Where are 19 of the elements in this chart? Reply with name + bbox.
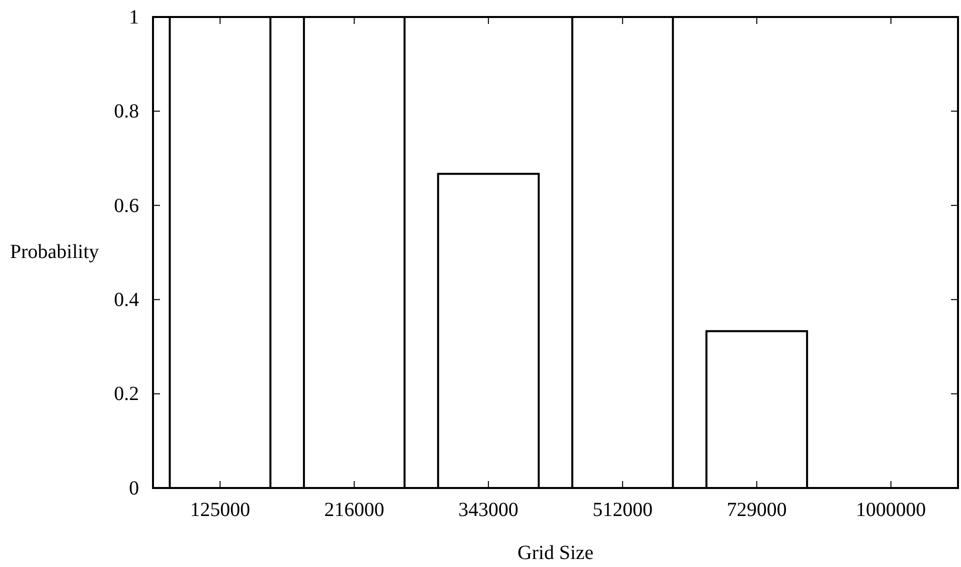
bar	[437, 172, 540, 489]
bar	[302, 16, 406, 489]
x-tick-label: 512000	[592, 499, 653, 522]
y-tick-label: 0.6	[114, 194, 139, 217]
bar	[705, 330, 808, 489]
x-tick-label: 125000	[190, 499, 250, 522]
x-axis-title: Grid Size	[517, 542, 594, 564]
bar	[168, 16, 272, 489]
y-tick-label: 0	[129, 477, 139, 500]
y-tick-label: 1	[129, 6, 139, 28]
x-tick-label: 729000	[726, 499, 787, 522]
y-axis-title: Probability	[10, 241, 99, 263]
x-tick-label: 1000000	[856, 499, 926, 522]
y-tick-label: 0.4	[114, 289, 139, 311]
x-tick-label: 216000	[324, 499, 384, 522]
y-tick-label: 0.2	[114, 383, 139, 406]
y-tick-label: 0.8	[114, 100, 139, 123]
x-tick-label: 343000	[458, 499, 518, 522]
bar	[571, 16, 674, 489]
